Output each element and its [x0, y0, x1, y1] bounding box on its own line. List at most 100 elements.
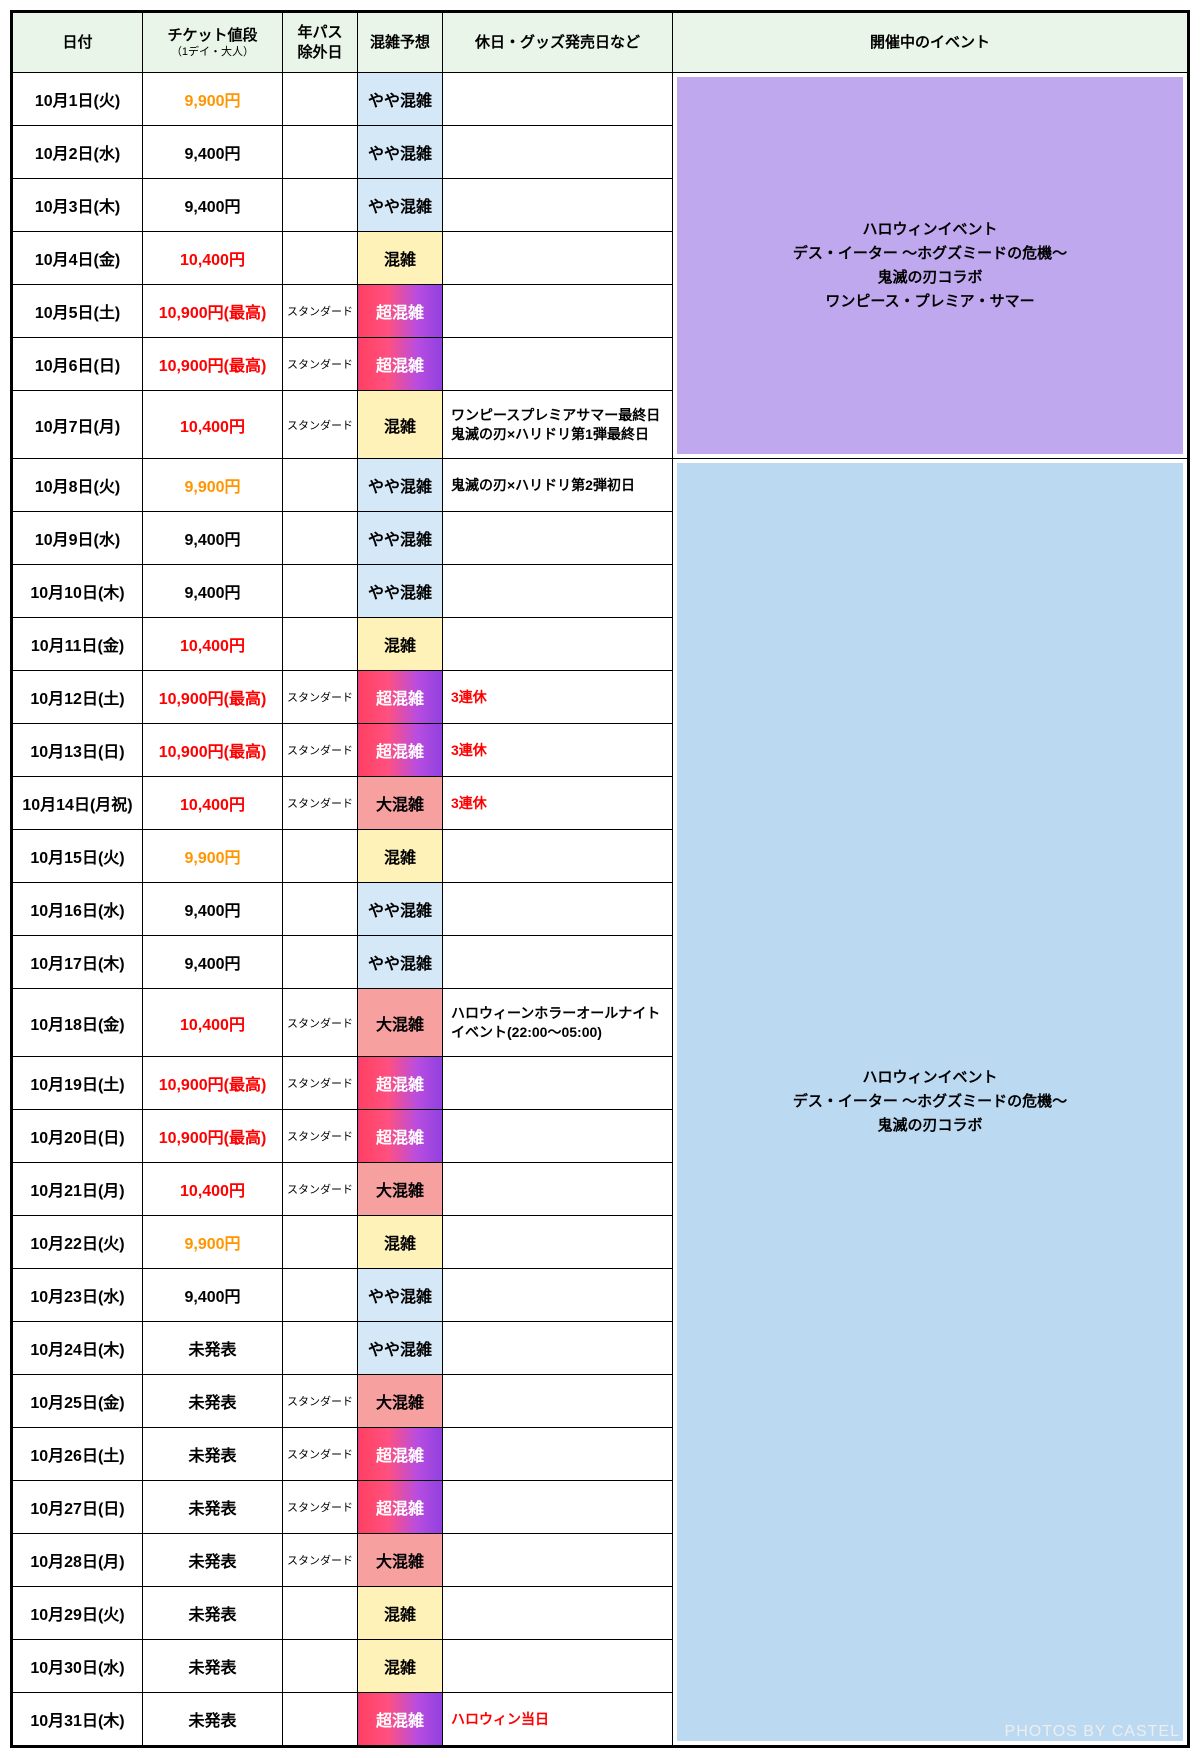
cell-price: 9,400円: [143, 126, 283, 179]
cell-date: 10月5日(土): [13, 285, 143, 338]
cell-crowd: 超混雑: [358, 1693, 443, 1746]
cell-crowd: 超混雑: [358, 338, 443, 391]
cell-date: 10月22日(火): [13, 1216, 143, 1269]
cell-notes: [443, 1481, 673, 1534]
cell-price: 未発表: [143, 1693, 283, 1746]
cell-price: 10,400円: [143, 618, 283, 671]
header-price-main: チケット値段: [167, 27, 257, 44]
cell-date: 10月12日(土): [13, 671, 143, 724]
cell-pass: [283, 618, 358, 671]
cell-crowd: やや混雑: [358, 936, 443, 989]
cell-price: 9,400円: [143, 565, 283, 618]
cell-notes: [443, 1534, 673, 1587]
cell-crowd: やや混雑: [358, 512, 443, 565]
cell-date: 10月17日(木): [13, 936, 143, 989]
calendar-table-wrapper: 日付 チケット値段 （1デイ・大人） 年パス 除外日 混雑予想 休日・グッズ発売…: [10, 10, 1190, 1748]
cell-crowd: 混雑: [358, 830, 443, 883]
cell-price: 10,900円(最高): [143, 285, 283, 338]
cell-notes: [443, 126, 673, 179]
cell-pass: [283, 830, 358, 883]
cell-crowd: 超混雑: [358, 1057, 443, 1110]
cell-pass: スタンダード: [283, 1375, 358, 1428]
cell-pass: [283, 232, 358, 285]
cell-date: 10月26日(土): [13, 1428, 143, 1481]
cell-pass: スタンダード: [283, 338, 358, 391]
cell-date: 10月9日(水): [13, 512, 143, 565]
cell-crowd: 大混雑: [358, 1534, 443, 1587]
cell-price: 9,400円: [143, 883, 283, 936]
cell-notes: [443, 1216, 673, 1269]
calendar-table: 日付 チケット値段 （1デイ・大人） 年パス 除外日 混雑予想 休日・グッズ発売…: [12, 12, 1188, 1746]
cell-pass: [283, 565, 358, 618]
cell-date: 10月15日(火): [13, 830, 143, 883]
cell-price: 未発表: [143, 1322, 283, 1375]
cell-pass: [283, 1269, 358, 1322]
cell-date: 10月20日(日): [13, 1110, 143, 1163]
cell-pass: [283, 73, 358, 126]
cell-notes: [443, 73, 673, 126]
cell-crowd: やや混雑: [358, 459, 443, 512]
cell-crowd: 大混雑: [358, 1163, 443, 1216]
cell-price: 9,400円: [143, 936, 283, 989]
event-box: ハロウィンイベント デス・イーター 〜ホグズミードの危機〜 鬼滅の刃コラボ: [677, 463, 1183, 1741]
cell-price: 10,400円: [143, 1163, 283, 1216]
cell-crowd: 超混雑: [358, 1481, 443, 1534]
cell-pass: スタンダード: [283, 1428, 358, 1481]
cell-notes: [443, 285, 673, 338]
header-row: 日付 チケット値段 （1デイ・大人） 年パス 除外日 混雑予想 休日・グッズ発売…: [13, 13, 1188, 73]
cell-crowd: やや混雑: [358, 883, 443, 936]
table-body: 10月1日(火)9,900円やや混雑ハロウィンイベント デス・イーター 〜ホグズ…: [13, 73, 1188, 1746]
cell-notes: 鬼滅の刃×ハリドリ第2弾初日: [443, 459, 673, 512]
cell-date: 10月4日(金): [13, 232, 143, 285]
cell-date: 10月24日(木): [13, 1322, 143, 1375]
table-row: 10月8日(火)9,900円やや混雑鬼滅の刃×ハリドリ第2弾初日ハロウィンイベン…: [13, 459, 1188, 512]
cell-crowd: やや混雑: [358, 565, 443, 618]
cell-pass: [283, 936, 358, 989]
header-price: チケット値段 （1デイ・大人）: [143, 13, 283, 73]
cell-pass: スタンダード: [283, 989, 358, 1057]
cell-crowd: 超混雑: [358, 285, 443, 338]
cell-pass: [283, 1587, 358, 1640]
cell-price: 10,400円: [143, 989, 283, 1057]
cell-notes: [443, 1428, 673, 1481]
cell-crowd: 混雑: [358, 1587, 443, 1640]
cell-price: 未発表: [143, 1587, 283, 1640]
cell-date: 10月27日(日): [13, 1481, 143, 1534]
cell-notes: [443, 1269, 673, 1322]
cell-date: 10月28日(月): [13, 1534, 143, 1587]
cell-price: 未発表: [143, 1481, 283, 1534]
cell-crowd: やや混雑: [358, 179, 443, 232]
header-event: 開催中のイベント: [673, 13, 1188, 73]
cell-crowd: やや混雑: [358, 126, 443, 179]
cell-crowd: 超混雑: [358, 1428, 443, 1481]
cell-notes: [443, 1375, 673, 1428]
cell-pass: [283, 126, 358, 179]
cell-notes: [443, 936, 673, 989]
cell-pass: スタンダード: [283, 724, 358, 777]
cell-crowd: 混雑: [358, 1640, 443, 1693]
cell-pass: スタンダード: [283, 285, 358, 338]
cell-date: 10月8日(火): [13, 459, 143, 512]
cell-notes: ワンピースプレミアサマー最終日 鬼滅の刃×ハリドリ第1弾最終日: [443, 391, 673, 459]
cell-crowd: 超混雑: [358, 671, 443, 724]
event-box: ハロウィンイベント デス・イーター 〜ホグズミードの危機〜 鬼滅の刃コラボ ワン…: [677, 77, 1183, 454]
cell-crowd: 超混雑: [358, 724, 443, 777]
cell-price: 9,900円: [143, 830, 283, 883]
cell-pass: [283, 459, 358, 512]
cell-notes: [443, 338, 673, 391]
cell-pass: [283, 1693, 358, 1746]
cell-pass: [283, 512, 358, 565]
cell-price: 9,900円: [143, 1216, 283, 1269]
cell-price: 10,900円(最高): [143, 724, 283, 777]
cell-notes: [443, 830, 673, 883]
cell-price: 10,400円: [143, 777, 283, 830]
cell-notes: ハロウィーンホラーオールナイトイベント(22:00〜05:00): [443, 989, 673, 1057]
cell-crowd: やや混雑: [358, 73, 443, 126]
cell-date: 10月14日(月祝): [13, 777, 143, 830]
cell-notes: [443, 565, 673, 618]
cell-price: 9,900円: [143, 459, 283, 512]
cell-date: 10月19日(土): [13, 1057, 143, 1110]
cell-date: 10月7日(月): [13, 391, 143, 459]
cell-notes: [443, 1163, 673, 1216]
cell-date: 10月30日(水): [13, 1640, 143, 1693]
